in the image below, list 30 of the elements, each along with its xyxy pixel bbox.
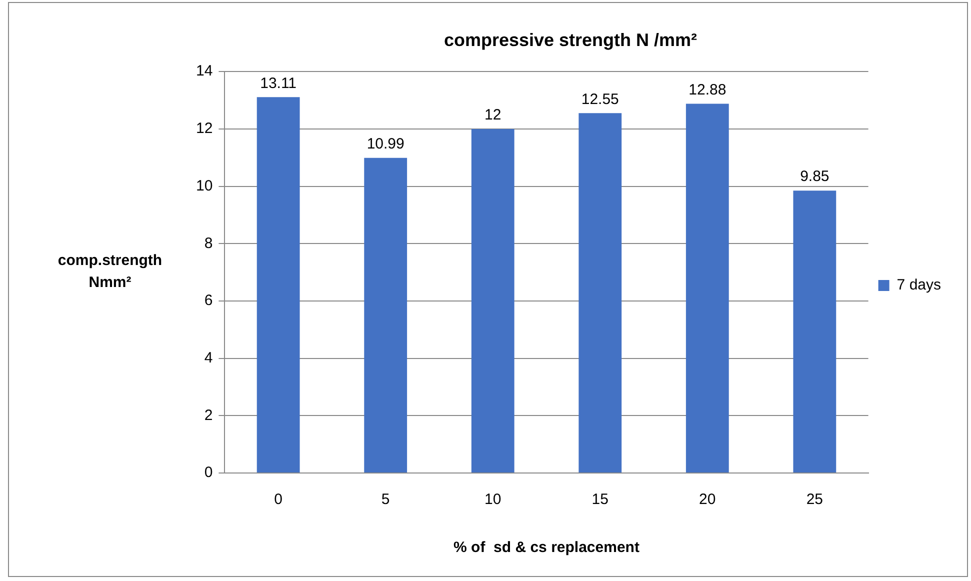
data-label: 13.11 — [260, 74, 297, 92]
data-label: 10.99 — [366, 136, 404, 153]
bar — [686, 104, 729, 472]
x-tick-label: 5 — [381, 491, 390, 508]
chart-title: compressive strength N /mm² — [444, 30, 698, 50]
bar — [578, 113, 622, 472]
data-label: 9.85 — [800, 168, 830, 186]
data-label: 12.55 — [581, 90, 619, 108]
x-tick-label: 0 — [274, 491, 282, 508]
x-tick-label: 25 — [806, 491, 824, 508]
x-tick-label: 10 — [484, 491, 502, 508]
x-axis-title: % of sd & cs replacement — [454, 539, 640, 556]
y-tick-label: 4 — [204, 349, 213, 366]
data-label: 12.88 — [688, 81, 726, 98]
y-tick-label: 2 — [204, 406, 213, 424]
bar — [364, 158, 408, 472]
y-tick-label: 8 — [204, 234, 213, 252]
x-tick-label: 20 — [699, 491, 716, 508]
bar — [256, 97, 300, 472]
y-tick-label: 6 — [204, 292, 213, 310]
x-tick-label: 15 — [592, 491, 608, 508]
bar — [471, 128, 514, 472]
y-tick-label: 12 — [196, 120, 213, 138]
bar — [793, 190, 836, 472]
y-axis-title: comp.strength Nmm² — [56, 251, 164, 293]
legend-label: 7 days — [896, 276, 942, 294]
y-tick-label: 0 — [204, 464, 213, 482]
y-tick-label: 14 — [196, 62, 213, 80]
data-label: 12 — [484, 106, 502, 124]
y-tick-label: 10 — [196, 177, 213, 194]
